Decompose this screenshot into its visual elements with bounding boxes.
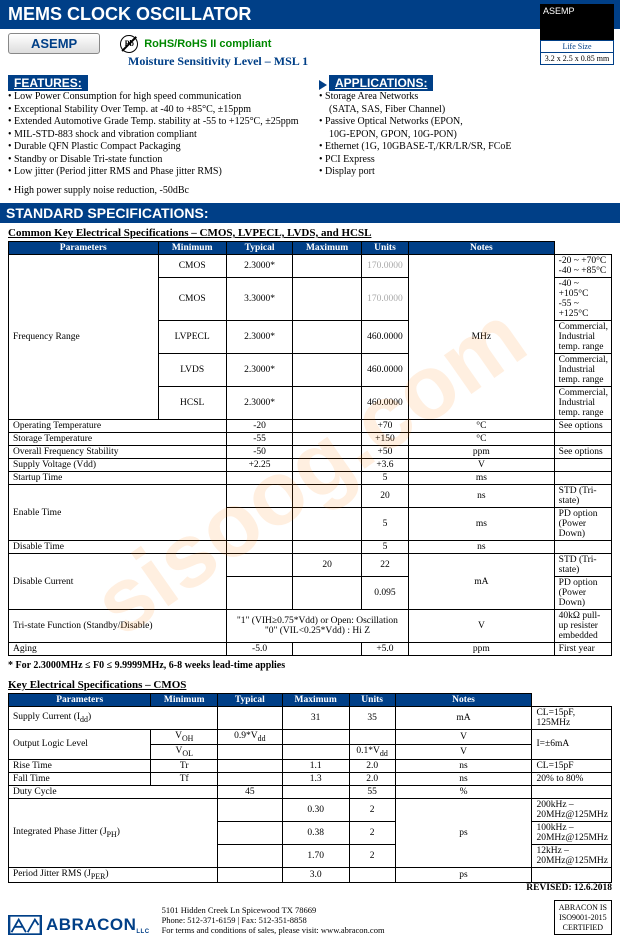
application-item: Ethernet (1G, 10GBASE-T,/KR/LR/SR, FCoE bbox=[319, 141, 612, 154]
table-row: Storage Temperature-55+150°C bbox=[9, 433, 612, 446]
leadtime-note: * For 2.3000MHz ≤ F0 ≤ 9.9999MHz, 6-8 we… bbox=[0, 656, 620, 675]
table-row: Supply Current (Idd)3135mACL=15pF, 125MH… bbox=[9, 707, 612, 730]
table1-caption: Common Key Electrical Specifications – C… bbox=[0, 223, 620, 241]
applications-col: APPLICATIONS: Storage Area Networks(SATA… bbox=[319, 75, 612, 197]
table2-caption: Key Electrical Specifications – CMOS bbox=[0, 675, 620, 693]
page-title: MEMS CLOCK OSCILLATOR bbox=[8, 4, 251, 25]
abracon-logo: ABRACONLLC bbox=[8, 915, 150, 935]
table-row: Disable Time5ns bbox=[9, 541, 612, 554]
features-heading: FEATURES: bbox=[8, 75, 88, 91]
logo-icon bbox=[8, 915, 42, 935]
chip-lifesize: Life Size bbox=[540, 40, 614, 53]
spec-table-1: ParametersMinimumTypicalMaximumUnitsNote… bbox=[8, 241, 612, 656]
table-row: Startup Time5ms bbox=[9, 472, 612, 485]
triangle-icon bbox=[319, 80, 327, 90]
table-row: Supply Voltage (Vdd)+2.25+3.6V bbox=[9, 459, 612, 472]
chip-dims: 3.2 x 2.5 x 0.85 mm bbox=[540, 53, 614, 65]
features-list: Low Power Consumption for high speed com… bbox=[8, 91, 301, 179]
table-row: Duty Cycle4555% bbox=[9, 785, 612, 798]
table-row: Frequency RangeCMOS2.3000*170.0000MHz-20… bbox=[9, 255, 612, 278]
header-bar: MEMS CLOCK OSCILLATOR bbox=[0, 0, 620, 29]
table-row: Rise TimeTr1.12.0nsCL=15pF bbox=[9, 759, 612, 772]
feature-item: Low jitter (Period jitter RMS and Phase … bbox=[8, 166, 301, 179]
feature-item: Durable QFN Plastic Compact Packaging bbox=[8, 141, 301, 154]
feature-item: Low Power Consumption for high speed com… bbox=[8, 91, 301, 104]
table-row: Integrated Phase Jitter (JPH)0.302ps200k… bbox=[9, 798, 612, 821]
feature-item: MIL-STD-883 shock and vibration complian… bbox=[8, 129, 301, 142]
applications-list: Storage Area Networks(SATA, SAS, Fiber C… bbox=[319, 91, 612, 179]
feature-item: Standby or Disable Tri-state function bbox=[8, 154, 301, 167]
table-row: Fall TimeTf1.32.0ns20% to 80% bbox=[9, 772, 612, 785]
spec-table-2: ParametersMinimumTypicalMaximumUnitsNote… bbox=[8, 693, 612, 883]
table-row: Output Logic LevelVOH0.9*VddVI=±6mA bbox=[9, 730, 612, 745]
table-row: Operating Temperature-20+70°CSee options bbox=[9, 420, 612, 433]
msl-label: Moisture Sensitivity Level – MSL 1 bbox=[128, 54, 308, 68]
table-row: Tri-state Function (Standby/Disable)"1" … bbox=[9, 610, 612, 643]
table-row: Aging-5.0+5.0ppmFirst year bbox=[9, 643, 612, 656]
table-row: Enable Time20nsSTD (Tri-state) bbox=[9, 485, 612, 508]
standard-spec-heading: STANDARD SPECIFICATIONS: bbox=[0, 203, 620, 223]
subheader-row: ASEMP Pb RoHS/RoHS II compliant bbox=[0, 29, 620, 54]
feature-item: Exceptional Stability Over Temp. at -40 … bbox=[8, 104, 301, 117]
application-item: PCI Express bbox=[319, 154, 612, 167]
part-tab: ASEMP bbox=[8, 33, 100, 54]
feature-item: Extended Automotive Grade Temp. stabilit… bbox=[8, 116, 301, 129]
features-extra: High power supply noise reduction, -50dB… bbox=[8, 185, 301, 198]
table-row: Period Jitter RMS (JPER)3.0ps bbox=[9, 867, 612, 882]
logo-text: ABRACONLLC bbox=[46, 915, 150, 935]
application-item: Storage Area Networks bbox=[319, 91, 612, 104]
features-col: FEATURES: Low Power Consumption for high… bbox=[8, 75, 301, 197]
application-item: Display port bbox=[319, 166, 612, 179]
table-row: Overall Frequency Stability-50+50ppmSee … bbox=[9, 446, 612, 459]
footer-cert: ABRACON IS ISO9001-2015 CERTIFIED bbox=[554, 898, 612, 935]
msl-row: Moisture Sensitivity Level – MSL 1 bbox=[0, 54, 620, 73]
chip-preview: ASEMP Life Size 3.2 x 2.5 x 0.85 mm bbox=[540, 4, 614, 65]
table-row: Disable Current2022mASTD (Tri-state) bbox=[9, 554, 612, 577]
applications-heading: APPLICATIONS: bbox=[329, 75, 433, 91]
footer: ABRACONLLC 5101 Hidden Creek Ln Spicewoo… bbox=[0, 899, 620, 941]
feature-app-columns: FEATURES: Low Power Consumption for high… bbox=[0, 73, 620, 203]
footer-address: 5101 Hidden Creek Ln Spicewood TX 78669 … bbox=[162, 905, 385, 936]
rohs-label: RoHS/RoHS II compliant bbox=[144, 38, 271, 50]
pb-free-icon: Pb bbox=[120, 35, 138, 53]
revised-date: REVISED: 12.6.2018 bbox=[0, 883, 620, 893]
chip-image: ASEMP bbox=[540, 4, 614, 40]
application-item: Passive Optical Networks (EPON, bbox=[319, 116, 612, 129]
